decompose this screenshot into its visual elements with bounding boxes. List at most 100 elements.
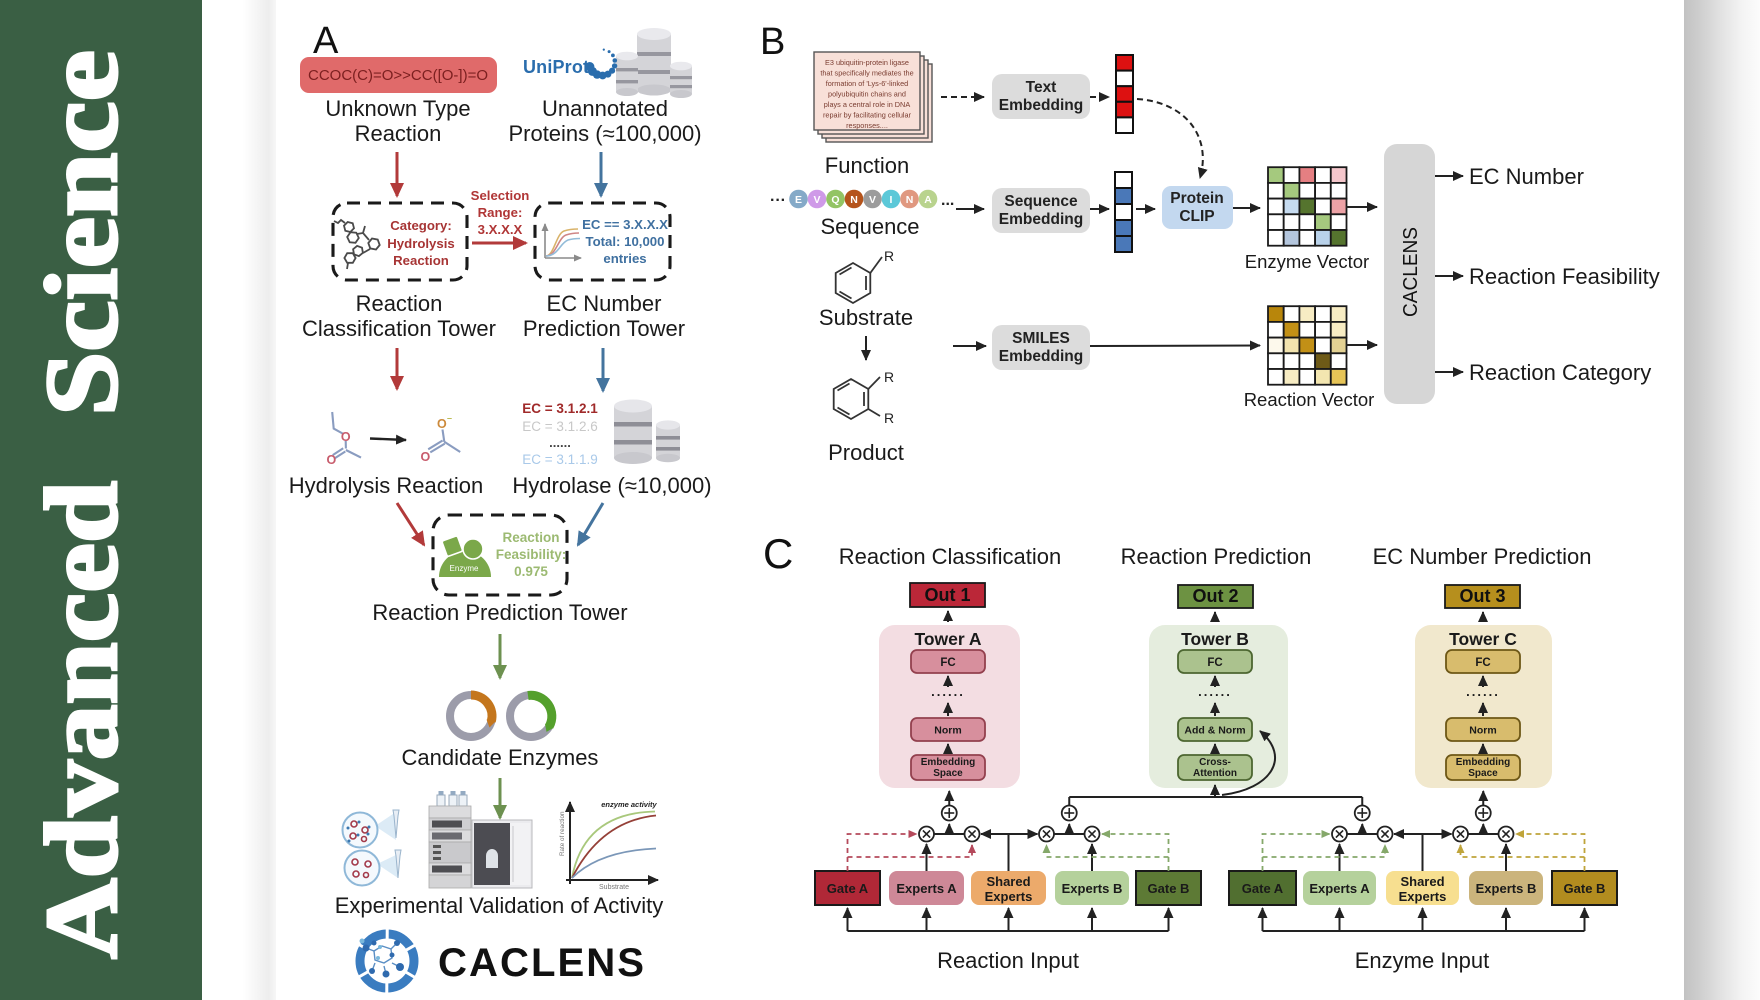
svg-text:Hydrolysis Reaction: Hydrolysis Reaction [289,473,483,498]
svg-text:Sequence: Sequence [820,214,919,239]
svg-text:repair by facilitating cellula: repair by facilitating cellular [823,111,912,120]
svg-text:FC: FC [1475,657,1490,669]
svg-text:Cross-: Cross- [1199,757,1231,768]
svg-text:Enzyme Input: Enzyme Input [1355,948,1490,973]
svg-text:A: A [313,20,339,62]
svg-text:Gate A: Gate A [1242,881,1284,896]
svg-text:Reaction Prediction: Reaction Prediction [1121,544,1312,569]
svg-text:Advanced: Advanced [25,481,139,959]
svg-text:Space: Space [933,768,963,779]
svg-text:CCOC(C)=O>>CC([O-])=O: CCOC(C)=O>>CC([O-])=O [308,67,488,84]
svg-text:entries: entries [603,251,646,266]
svg-text:Experts: Experts [985,889,1033,904]
svg-text:N: N [906,194,914,206]
svg-text:Reaction: Reaction [356,291,443,316]
svg-text:Unknown Type: Unknown Type [325,96,470,121]
svg-text:V: V [813,194,820,206]
svg-text:Experts B: Experts B [1062,881,1123,896]
svg-text:Classification Tower: Classification Tower [302,316,496,341]
svg-text:Norm: Norm [1469,725,1496,737]
svg-text:3.X.X.X: 3.X.X.X [478,222,523,237]
svg-text:0.975: 0.975 [514,564,548,579]
svg-text:Tower B: Tower B [1181,629,1249,649]
svg-text:Category:: Category: [390,218,452,233]
svg-text:FC: FC [1207,657,1222,669]
svg-text:O: O [327,453,337,467]
svg-text:Experts A: Experts A [896,881,957,896]
svg-text:Embedding: Embedding [1456,757,1510,768]
svg-text:Selection: Selection [471,188,530,203]
svg-text:R: R [884,369,894,385]
svg-text:Shared: Shared [986,874,1030,889]
svg-text:Out 2: Out 2 [1192,586,1238,606]
svg-text:CLIP: CLIP [1179,208,1214,225]
svg-text:Total: 10,000: Total: 10,000 [586,234,665,249]
svg-text:Norm: Norm [934,725,961,737]
svg-text:Sequence: Sequence [1004,193,1078,210]
svg-text:Candidate Enzymes: Candidate Enzymes [402,745,599,770]
svg-text:CACLENS: CACLENS [1400,227,1422,317]
svg-text:Feasibility:: Feasibility: [496,547,567,562]
svg-text:EC = 3.1.2.1: EC = 3.1.2.1 [522,401,598,416]
svg-text:UniProt: UniProt [523,57,589,77]
svg-text:EC = 3.1.1.9: EC = 3.1.1.9 [522,452,597,467]
svg-text:Gate B: Gate B [1564,881,1606,896]
svg-text:FC: FC [940,657,955,669]
svg-text:Enzyme: Enzyme [450,564,479,573]
svg-text:Add & Norm: Add & Norm [1184,725,1245,737]
svg-text:Reaction Category: Reaction Category [1469,360,1651,385]
svg-text:Text: Text [1026,79,1057,96]
svg-text:Experimental Validation of Act: Experimental Validation of Activity [335,893,664,918]
svg-text:E: E [795,194,802,206]
svg-text:EC Number: EC Number [547,291,662,316]
svg-text:B: B [760,21,785,63]
svg-text:Range:: Range: [478,205,523,220]
svg-text:R: R [884,248,894,264]
svg-text:Prediction Tower: Prediction Tower [523,316,685,341]
svg-text:Experts A: Experts A [1309,881,1370,896]
svg-text:R: R [884,410,894,426]
svg-text:EC Number: EC Number [1469,164,1584,189]
svg-text:O: O [421,450,431,464]
svg-text:EC == 3.X.X.X: EC == 3.X.X.X [582,217,668,232]
svg-text:Gate A: Gate A [827,881,869,896]
svg-text:Hydrolysis: Hydrolysis [387,236,454,251]
svg-text:–: – [447,413,452,423]
svg-text:CACLENS: CACLENS [438,941,646,985]
svg-text:Tower A: Tower A [914,629,981,649]
svg-text:Enzyme Vector: Enzyme Vector [1245,251,1369,272]
svg-text:......: ...... [931,684,965,699]
svg-text:Reaction Vector: Reaction Vector [1244,389,1375,410]
svg-text:......: ...... [549,435,571,450]
svg-text:......: ...... [1466,684,1500,699]
svg-text:Embedding: Embedding [999,211,1083,228]
svg-text:A: A [924,194,932,206]
svg-text:that specifically mediates the: that specifically mediates the [820,69,913,78]
svg-text:V: V [869,194,876,206]
svg-text:Reaction: Reaction [355,121,442,146]
svg-text:Tower C: Tower C [1449,629,1517,649]
svg-text:Embedding: Embedding [999,97,1083,114]
svg-text:Out 3: Out 3 [1459,586,1505,606]
svg-text:Reaction: Reaction [393,253,449,268]
svg-text:Substrate: Substrate [599,884,629,891]
svg-text:polyubiquitin chains and: polyubiquitin chains and [828,90,906,99]
svg-text:EC = 3.1.2.6: EC = 3.1.2.6 [522,419,597,434]
svg-text:N: N [850,194,858,206]
svg-text:Out 1: Out 1 [924,585,970,605]
svg-text:Shared: Shared [1400,874,1444,889]
svg-text:Rate of reaction: Rate of reaction [559,811,566,856]
svg-text:Reaction Prediction Tower: Reaction Prediction Tower [372,600,627,625]
svg-text:Product: Product [828,440,904,465]
svg-text:Reaction Input: Reaction Input [937,948,1079,973]
svg-text:C: C [763,530,793,577]
svg-text:Experts B: Experts B [1476,881,1537,896]
svg-text:Experts: Experts [1399,889,1447,904]
svg-text:Unannotated: Unannotated [542,96,668,121]
svg-text:Function: Function [825,153,909,178]
svg-text:enzyme activity: enzyme activity [601,800,657,809]
svg-text:Gate B: Gate B [1148,881,1190,896]
svg-text:SMILES: SMILES [1012,330,1070,347]
svg-text:Embedding: Embedding [921,757,975,768]
svg-text:Substrate: Substrate [819,305,913,330]
